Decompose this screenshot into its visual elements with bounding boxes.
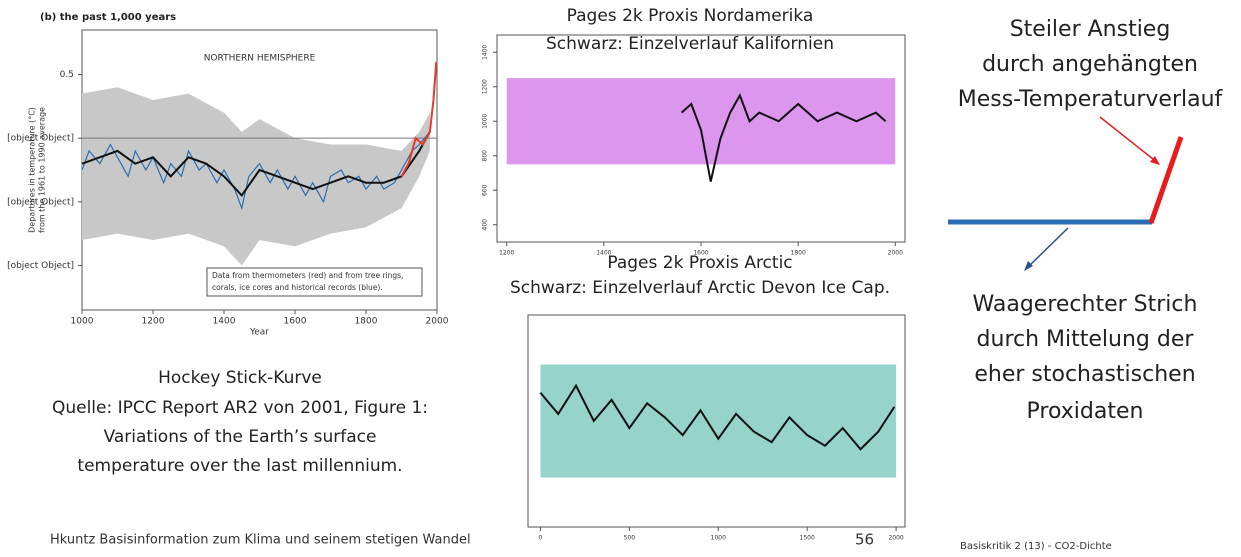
plot-frame bbox=[527, 314, 906, 528]
annotation: Mess-Temperaturverlauf bbox=[958, 87, 1224, 112]
x-tick-label: 1500 bbox=[800, 535, 815, 542]
note-box bbox=[206, 267, 423, 297]
sketch-line bbox=[1148, 136, 1184, 224]
series-line bbox=[400, 61, 438, 177]
annotation: durch Mittelung der bbox=[977, 327, 1195, 352]
footer: Hkuntz Basisinformation zum Klima und se… bbox=[50, 533, 471, 548]
panel-title: Pages 2k Proxis Arctic bbox=[607, 253, 792, 273]
x-tick-label: 1000 bbox=[711, 535, 726, 542]
x-tick-label: 0 bbox=[539, 535, 543, 542]
panel-subtitle: Schwarz: Einzelverlauf Kalifornien bbox=[546, 34, 834, 54]
page-number: 56 bbox=[855, 531, 874, 549]
y-tick-label: 1200 bbox=[482, 79, 489, 94]
y-tick-label: 0.5 bbox=[60, 70, 74, 80]
arrow-head bbox=[1150, 156, 1160, 165]
x-tick-label: 1200 bbox=[142, 317, 165, 327]
caption: Quelle: IPCC Report AR2 von 2001, Figure… bbox=[52, 398, 428, 418]
y-tick-label: [object Object] bbox=[7, 261, 74, 271]
annotation: Waagerechter Strich bbox=[973, 292, 1198, 317]
x-tick-label: 1200 bbox=[499, 250, 514, 257]
uncertainty-band bbox=[540, 364, 897, 478]
annotation: Steiler Anstieg bbox=[1010, 17, 1171, 42]
x-tick-label: 1600 bbox=[284, 317, 307, 327]
y-axis-label: from the 1961 to 1990 average bbox=[38, 107, 47, 233]
x-tick-label: 2000 bbox=[426, 317, 449, 327]
panel-title: Pages 2k Proxis Nordamerika bbox=[567, 6, 814, 26]
uncertainty-band bbox=[506, 78, 896, 165]
x-tick-label: 2000 bbox=[888, 535, 903, 542]
y-tick-label: 1400 bbox=[482, 44, 489, 59]
caption: Hockey Stick-Kurve bbox=[158, 368, 322, 388]
y-tick-label: [object Object] bbox=[7, 134, 74, 144]
annotation: eher stochastischen bbox=[974, 362, 1195, 387]
figure-label: NORTHERN HEMISPHERE bbox=[204, 54, 316, 64]
series-line bbox=[539, 383, 896, 451]
annotation: durch angehängten bbox=[982, 52, 1198, 77]
arrow-head bbox=[1024, 261, 1033, 271]
y-tick-label: 1000 bbox=[482, 113, 489, 128]
x-tick-label: 1600 bbox=[693, 250, 708, 257]
y-tick-label: 800 bbox=[482, 150, 489, 162]
caption: Variations of the Earth’s surface bbox=[104, 427, 377, 447]
caption: temperature over the last millennium. bbox=[77, 456, 402, 476]
series-line bbox=[81, 131, 431, 198]
x-tick-label: 1400 bbox=[596, 250, 611, 257]
series-line bbox=[680, 93, 887, 182]
y-axis-label: Departures in temperature (°C) bbox=[28, 107, 37, 233]
y-tick-label: 400 bbox=[482, 219, 489, 231]
x-axis-label: Year bbox=[249, 328, 269, 338]
panel-subtitle: Schwarz: Einzelverlauf Arctic Devon Ice … bbox=[510, 278, 890, 298]
y-tick-label: [object Object] bbox=[7, 197, 74, 207]
x-tick-label: 500 bbox=[624, 535, 636, 542]
annotation: Proxidaten bbox=[1027, 399, 1144, 424]
arrow bbox=[1026, 227, 1069, 269]
x-tick-label: 1000 bbox=[71, 317, 94, 327]
x-tick-label: 1800 bbox=[791, 250, 806, 257]
note: corals, ice cores and historical records… bbox=[212, 283, 383, 292]
note: Data from thermometers (red) and from tr… bbox=[212, 271, 403, 280]
x-tick-label: 2000 bbox=[888, 250, 903, 257]
x-tick-label: 1800 bbox=[355, 317, 378, 327]
y-tick-label: 600 bbox=[482, 184, 489, 196]
arrow bbox=[1099, 116, 1159, 164]
figure-title: (b) the past 1,000 years bbox=[40, 12, 176, 23]
x-tick-label: 1400 bbox=[213, 317, 236, 327]
footer: Basiskritik 2 (13) - CO2-Dichte bbox=[960, 541, 1112, 552]
